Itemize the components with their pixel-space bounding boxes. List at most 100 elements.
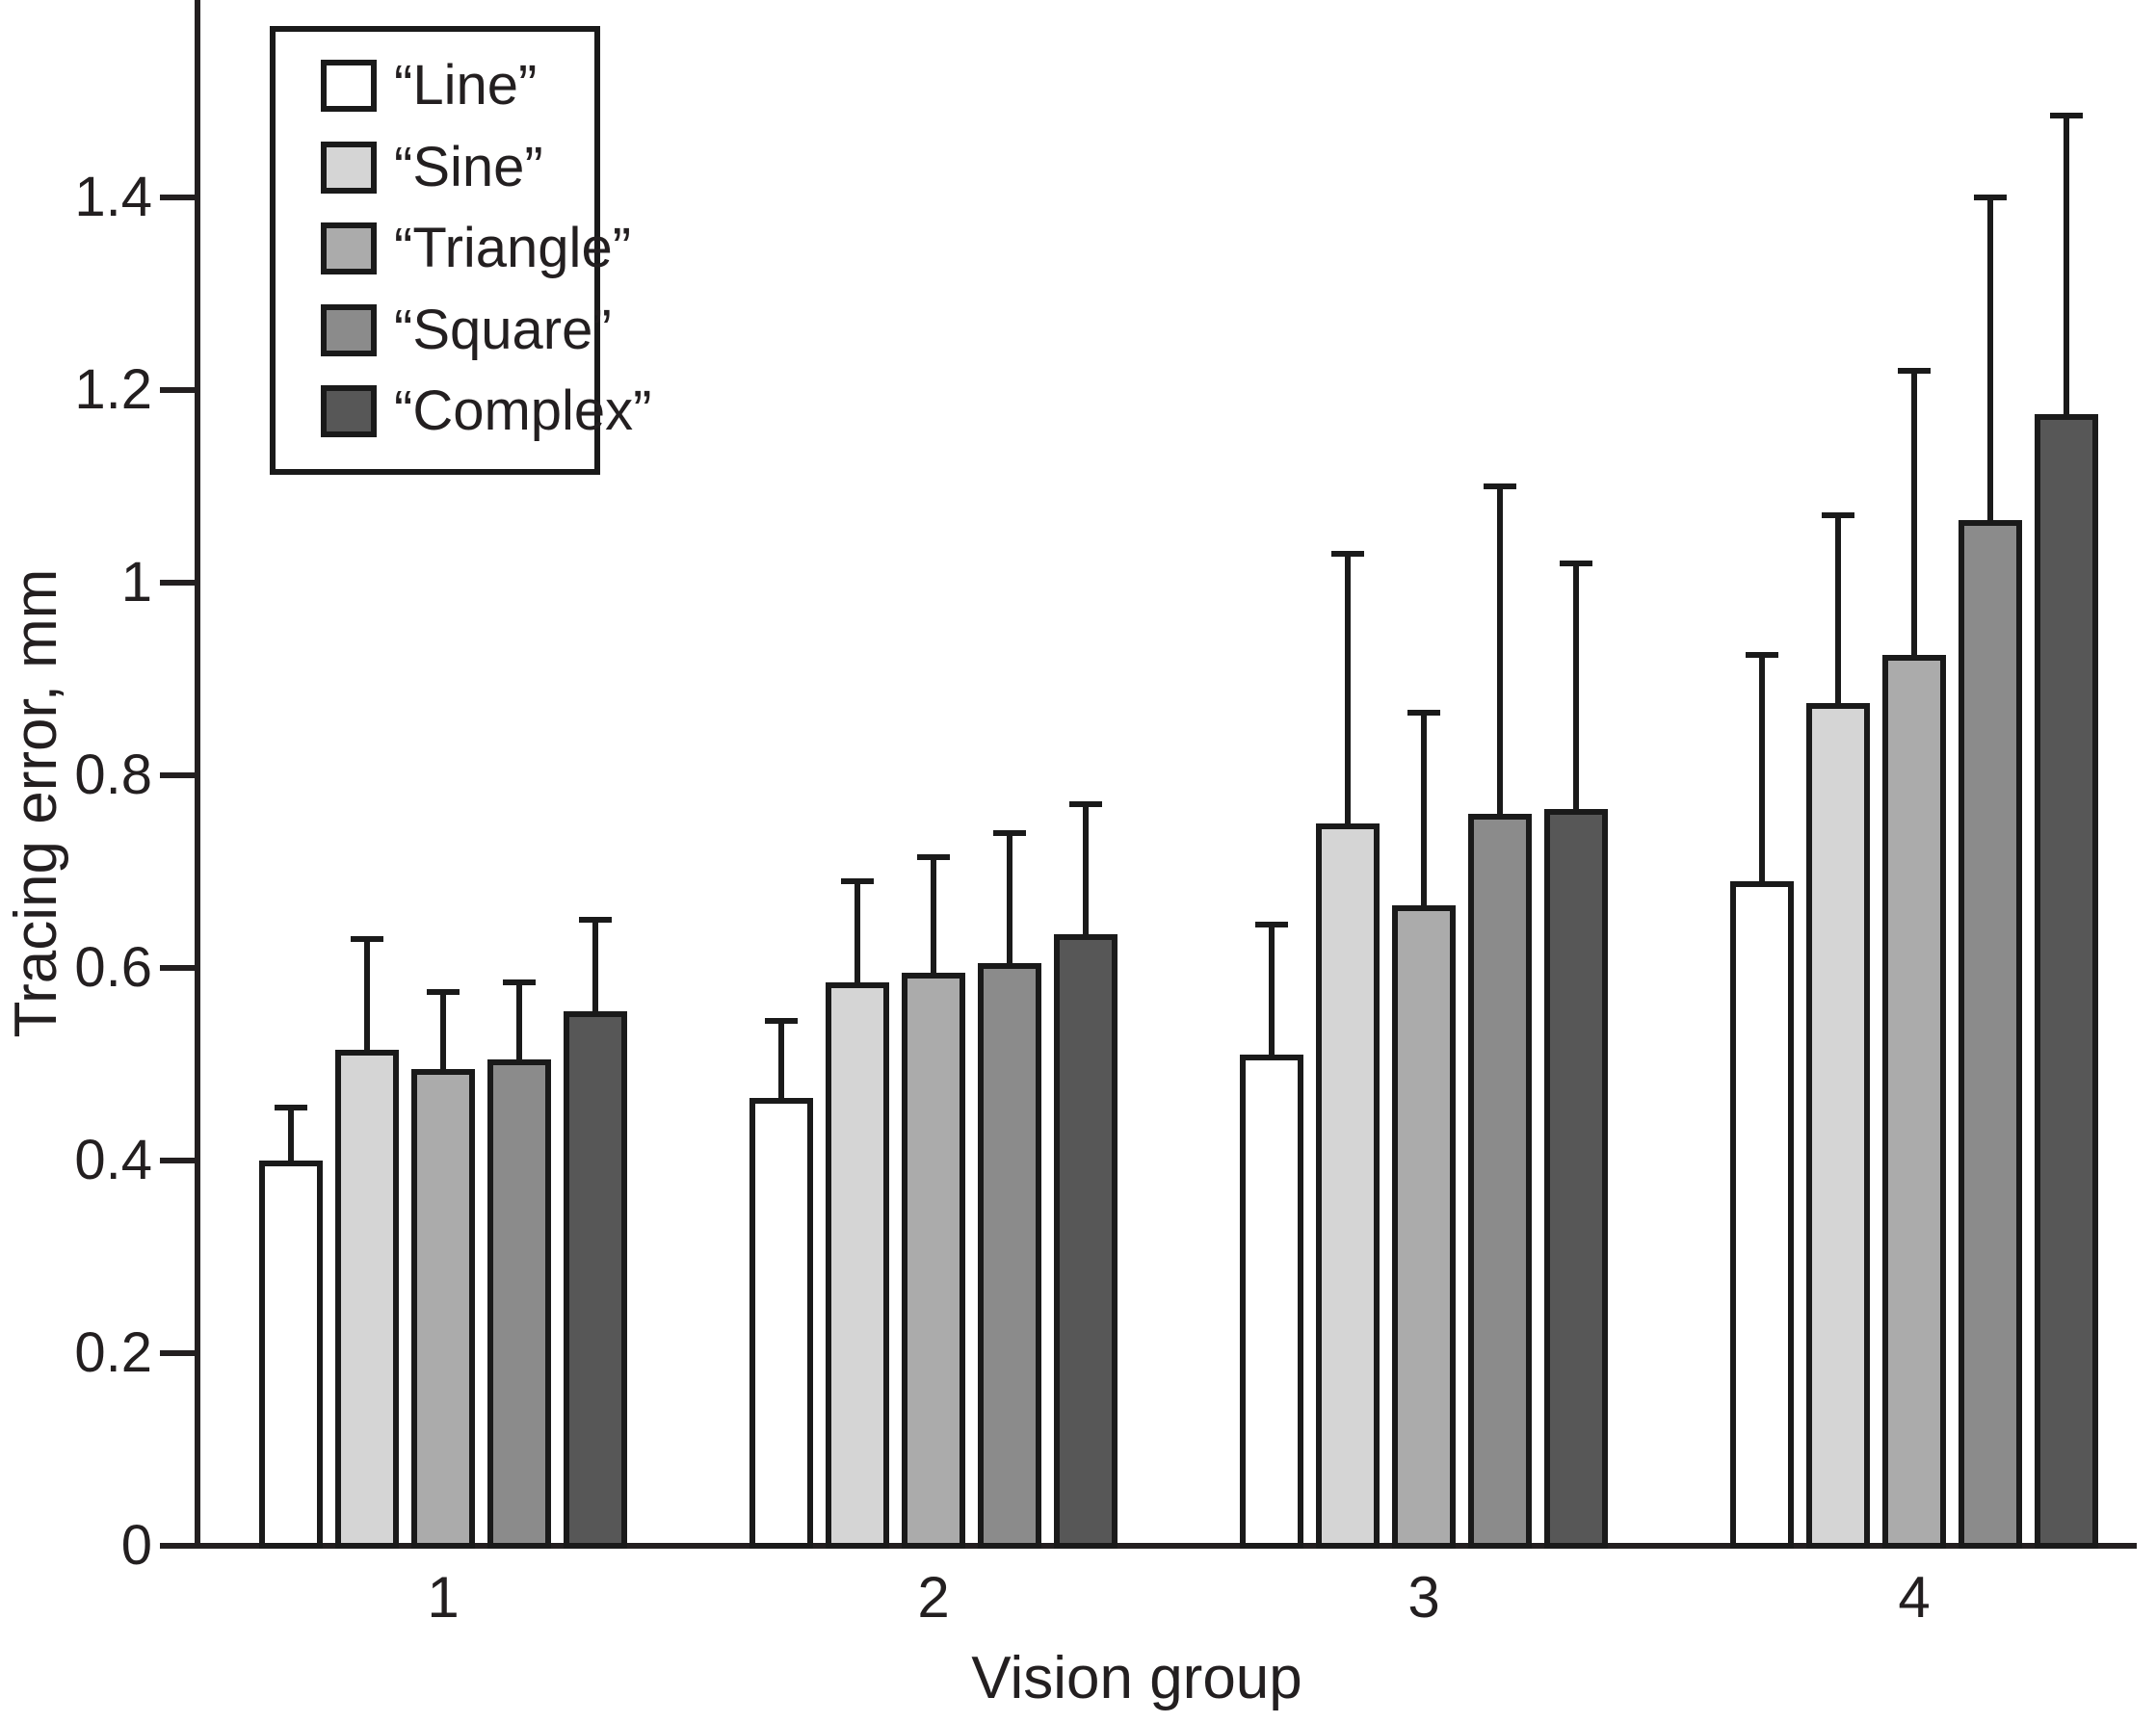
legend-item-triangle: “Triangle” bbox=[276, 220, 631, 277]
error-bar-cap bbox=[1560, 561, 1592, 566]
error-bar-cap bbox=[1898, 368, 1931, 374]
error-bar bbox=[1345, 554, 1351, 829]
bar-complex-group-4 bbox=[2035, 414, 2098, 1549]
legend-swatch-sine bbox=[321, 141, 377, 194]
bar-square-group-3 bbox=[1468, 814, 1532, 1549]
y-tick-label: 0 bbox=[120, 1514, 152, 1577]
bar-triangle-group-3 bbox=[1392, 905, 1456, 1549]
y-tick-label: 0.6 bbox=[74, 936, 152, 999]
bar-line-group-3 bbox=[1240, 1055, 1303, 1549]
error-bar bbox=[855, 881, 860, 988]
bar-sine-group-2 bbox=[826, 982, 889, 1549]
error-bar bbox=[288, 1108, 294, 1166]
error-bar-cap bbox=[841, 878, 874, 884]
bar-square-group-2 bbox=[978, 963, 1041, 1549]
legend-label-square: “Square” bbox=[394, 298, 612, 361]
x-tick-label: 1 bbox=[427, 1565, 460, 1630]
x-tick-label: 3 bbox=[1407, 1565, 1440, 1630]
legend-item-complex: “Complex” bbox=[276, 382, 652, 440]
bar-sine-group-3 bbox=[1316, 823, 1380, 1549]
y-tick-label: 0.2 bbox=[74, 1321, 152, 1384]
y-tick bbox=[160, 1350, 195, 1356]
y-axis-line bbox=[195, 0, 200, 1549]
error-bar-cap bbox=[1331, 551, 1364, 557]
error-bar-cap bbox=[993, 830, 1026, 836]
error-bar-cap bbox=[1407, 710, 1440, 716]
error-bar bbox=[1759, 655, 1765, 887]
error-bar bbox=[2064, 116, 2069, 420]
y-tick bbox=[160, 772, 195, 778]
error-bar bbox=[516, 982, 522, 1065]
error-bar bbox=[1911, 371, 1917, 661]
error-bar bbox=[1497, 486, 1503, 820]
error-bar bbox=[364, 939, 370, 1056]
error-bar bbox=[1083, 804, 1089, 940]
error-bar-cap bbox=[1484, 483, 1516, 489]
error-bar bbox=[1421, 713, 1427, 911]
error-bar-cap bbox=[1822, 512, 1854, 518]
bar-line-group-2 bbox=[749, 1098, 813, 1549]
bar-triangle-group-4 bbox=[1882, 655, 1946, 1549]
error-bar-cap bbox=[2050, 113, 2083, 118]
y-axis-title: Tracing error, mm bbox=[3, 568, 69, 1038]
error-bar-cap bbox=[1069, 801, 1102, 807]
bar-square-group-4 bbox=[1959, 520, 2022, 1549]
error-bar bbox=[1987, 197, 1993, 526]
bar-complex-group-1 bbox=[564, 1011, 627, 1549]
error-bar bbox=[778, 1021, 784, 1104]
y-tick-label: 1 bbox=[120, 551, 152, 613]
legend-swatch-triangle bbox=[321, 222, 377, 274]
bar-complex-group-2 bbox=[1054, 934, 1117, 1549]
bar-triangle-group-2 bbox=[902, 973, 965, 1549]
error-bar-cap bbox=[427, 989, 460, 995]
error-bar-cap bbox=[503, 979, 536, 985]
y-tick bbox=[160, 580, 195, 586]
y-tick bbox=[160, 387, 195, 393]
legend-label-triangle: “Triangle” bbox=[394, 217, 632, 279]
error-bar-cap bbox=[579, 917, 612, 923]
error-bar bbox=[1007, 833, 1012, 969]
legend-swatch-square bbox=[321, 303, 377, 356]
legend-item-line: “Line” bbox=[276, 57, 594, 115]
error-bar-cap bbox=[275, 1105, 307, 1110]
bar-complex-group-3 bbox=[1544, 809, 1608, 1549]
error-bar bbox=[1269, 925, 1275, 1060]
error-bar-cap bbox=[1746, 652, 1778, 658]
legend-label-complex: “Complex” bbox=[394, 379, 652, 442]
x-tick-label: 4 bbox=[1898, 1565, 1931, 1630]
legend-label-sine: “Sine” bbox=[394, 135, 543, 198]
legend-label-line: “Line” bbox=[394, 54, 538, 117]
bar-sine-group-4 bbox=[1806, 703, 1870, 1549]
y-tick-label: 1.2 bbox=[74, 358, 152, 421]
legend: “Line” “Sine” “Triangle” “Square” “Compl… bbox=[270, 26, 652, 475]
bar-sine-group-1 bbox=[335, 1050, 399, 1549]
y-tick-label: 0.8 bbox=[74, 744, 152, 806]
y-tick-label: 1.4 bbox=[74, 166, 152, 228]
error-bar-cap bbox=[1255, 922, 1288, 927]
error-bar-cap bbox=[351, 936, 383, 942]
legend-swatch-complex bbox=[321, 385, 377, 437]
x-tick-label: 2 bbox=[917, 1565, 950, 1630]
bar-line-group-1 bbox=[259, 1161, 323, 1549]
error-bar bbox=[1573, 563, 1579, 815]
y-tick bbox=[160, 1158, 195, 1163]
error-bar bbox=[440, 992, 446, 1075]
bar-square-group-1 bbox=[487, 1059, 551, 1549]
bar-line-group-4 bbox=[1730, 881, 1794, 1549]
error-bar bbox=[1835, 515, 1841, 709]
y-tick bbox=[160, 1543, 195, 1549]
legend-swatch-line bbox=[321, 60, 377, 112]
error-bar bbox=[931, 857, 936, 979]
x-axis-title: Vision group bbox=[971, 1645, 1302, 1711]
error-bar-cap bbox=[917, 854, 950, 860]
bar-triangle-group-1 bbox=[411, 1069, 475, 1549]
x-axis-line bbox=[195, 1543, 2137, 1549]
legend-item-sine: “Sine” bbox=[276, 135, 594, 198]
error-bar-cap bbox=[1974, 195, 2007, 200]
y-tick bbox=[160, 965, 195, 971]
y-tick-label: 0.4 bbox=[74, 1129, 152, 1191]
error-bar bbox=[592, 920, 598, 1017]
error-bar-cap bbox=[765, 1018, 798, 1024]
legend-item-square: “Square” bbox=[276, 300, 612, 359]
